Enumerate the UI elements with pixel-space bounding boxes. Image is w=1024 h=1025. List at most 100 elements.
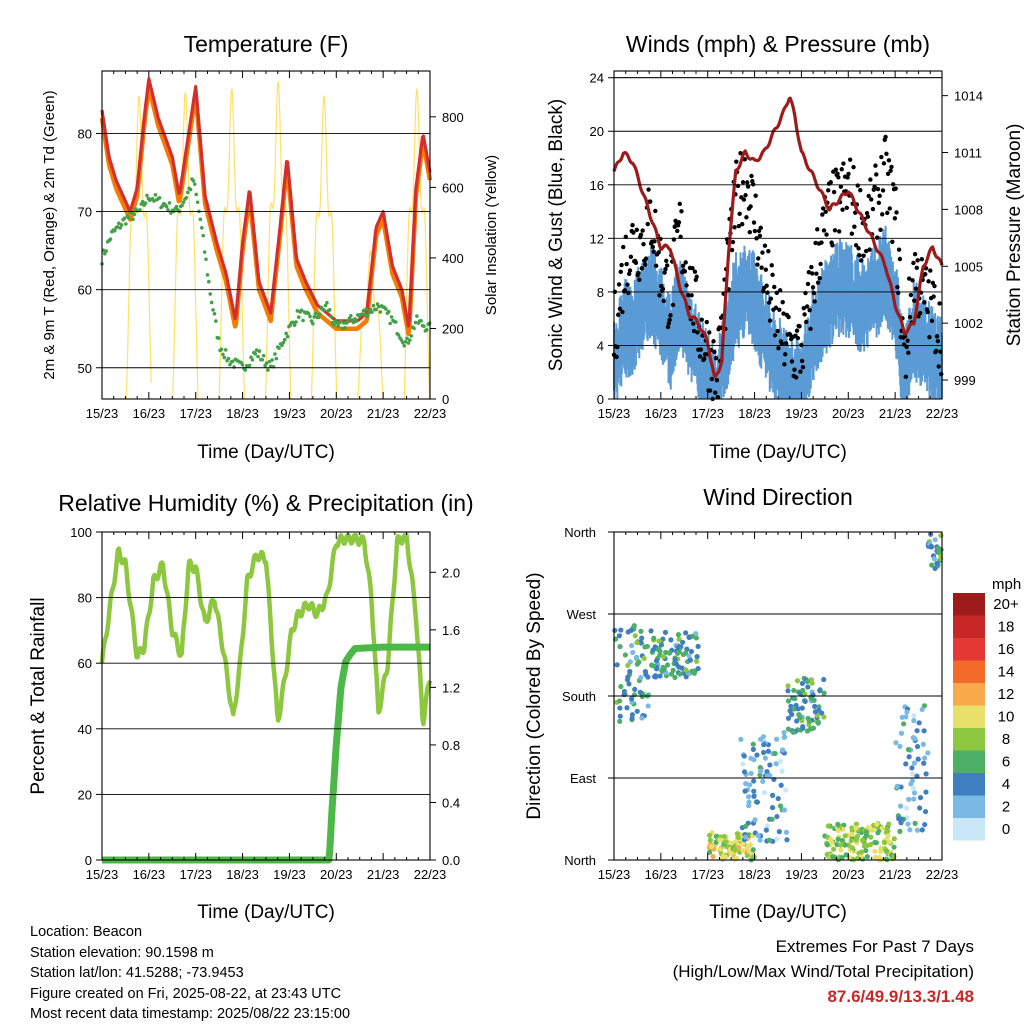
colorbar-swatch — [953, 818, 985, 841]
direction-point — [878, 845, 884, 851]
direction-point — [760, 734, 767, 740]
y2-tick-label: 600 — [442, 180, 464, 195]
gust-point — [745, 180, 750, 185]
direction-point — [921, 728, 927, 734]
wind-direction-title: Wind Direction — [703, 484, 853, 510]
direction-point — [911, 790, 918, 796]
dewpoint-point — [273, 352, 277, 356]
x-tick-label: 16/23 — [133, 406, 166, 421]
gust-point — [817, 275, 822, 281]
gust-point — [637, 277, 642, 282]
dewpoint-point — [207, 279, 211, 284]
direction-point — [810, 692, 816, 698]
direction-point — [839, 855, 845, 861]
direction-point — [863, 829, 869, 835]
dewpoint-point — [181, 200, 186, 204]
y-tick-label: 80 — [78, 591, 92, 606]
direction-point — [835, 836, 841, 842]
gust-point — [820, 206, 826, 211]
y-tick-label: West — [567, 607, 597, 622]
gust-point — [747, 230, 752, 235]
gust-point — [713, 390, 718, 395]
dewpoint-point — [377, 304, 381, 309]
dewpoint-point — [365, 314, 370, 319]
dewpoint-point — [294, 320, 298, 324]
direction-point — [751, 778, 757, 784]
gust-point — [865, 214, 871, 219]
gust-point — [821, 228, 827, 233]
direction-point — [929, 562, 935, 568]
direction-point — [740, 761, 746, 767]
dewpoint-point — [214, 319, 218, 323]
x-tick-label: 18/23 — [226, 867, 259, 882]
direction-point — [632, 633, 638, 639]
dewpoint-point — [284, 331, 288, 336]
gust-point — [875, 186, 881, 192]
gust-point — [662, 270, 667, 275]
gust-point — [657, 293, 662, 298]
dewpoint-point — [138, 208, 142, 212]
direction-point — [767, 772, 773, 778]
direction-point — [695, 643, 701, 649]
y-tick-label: 70 — [78, 205, 92, 220]
colorbar-label: 10 — [998, 709, 1015, 726]
dewpoint-point — [311, 321, 315, 326]
gust-point — [885, 171, 891, 177]
gust-point — [840, 207, 845, 212]
x-tick-label: 15/23 — [86, 867, 119, 882]
station-latlon: Station lat/lon: 41.5288; -73.9453 — [30, 965, 244, 981]
direction-point — [689, 668, 695, 674]
direction-point — [872, 848, 878, 854]
gust-point — [844, 205, 849, 211]
x-tick-label: 22/23 — [414, 867, 447, 882]
direction-point — [932, 565, 938, 571]
y-tick-label: 24 — [590, 71, 604, 86]
y-tick-label: 60 — [78, 656, 92, 671]
y-tick-label: 50 — [78, 361, 92, 376]
gust-point — [679, 209, 684, 214]
gust-point — [682, 269, 688, 274]
direction-point — [817, 688, 823, 694]
dewpoint-point — [306, 311, 311, 316]
direction-point — [815, 719, 821, 725]
direction-point — [750, 746, 757, 752]
temperature-frame: 15/23 16/23 17/23 18/23 19/23 20/23 21/23 22/23… — [78, 70, 464, 421]
dewpoint-point — [323, 303, 328, 308]
direction-point — [628, 627, 634, 633]
y2-tick-label: 800 — [442, 110, 464, 125]
direction-point — [898, 820, 904, 826]
direction-point — [695, 665, 701, 672]
gust-point — [835, 171, 840, 176]
speed-colorbar: 20+ 18 16 14 12 10 8 6 4 2 0 — [953, 593, 1019, 841]
dewpoint-point — [318, 312, 322, 316]
direction-point — [762, 755, 768, 761]
direction-point — [936, 548, 942, 555]
gust-point — [691, 328, 697, 334]
direction-point — [917, 805, 923, 811]
gust-point — [888, 168, 893, 173]
y-tick-label: 40 — [78, 722, 92, 737]
gust-point — [634, 227, 639, 233]
colorbar-label: 20+ — [993, 596, 1019, 613]
direction-point — [920, 741, 926, 747]
direction-point — [787, 708, 793, 714]
gust-point — [907, 276, 912, 281]
gust-point — [627, 268, 633, 273]
direction-point — [675, 644, 681, 651]
gust-point — [763, 267, 769, 272]
gust-point — [851, 164, 856, 170]
dewpoint-point — [201, 233, 206, 238]
dewpoint-point — [212, 311, 217, 316]
direction-point — [746, 849, 753, 855]
gust-point — [889, 164, 894, 170]
solar-day-curve — [264, 81, 292, 400]
dewpoint-point — [401, 340, 405, 345]
direction-point — [773, 761, 779, 767]
gust-point — [631, 230, 636, 235]
direction-point — [794, 678, 801, 684]
gust-point — [680, 263, 686, 269]
direction-point — [903, 761, 909, 767]
direction-point — [625, 662, 631, 668]
direction-point — [894, 784, 900, 790]
gust-point — [808, 326, 813, 332]
